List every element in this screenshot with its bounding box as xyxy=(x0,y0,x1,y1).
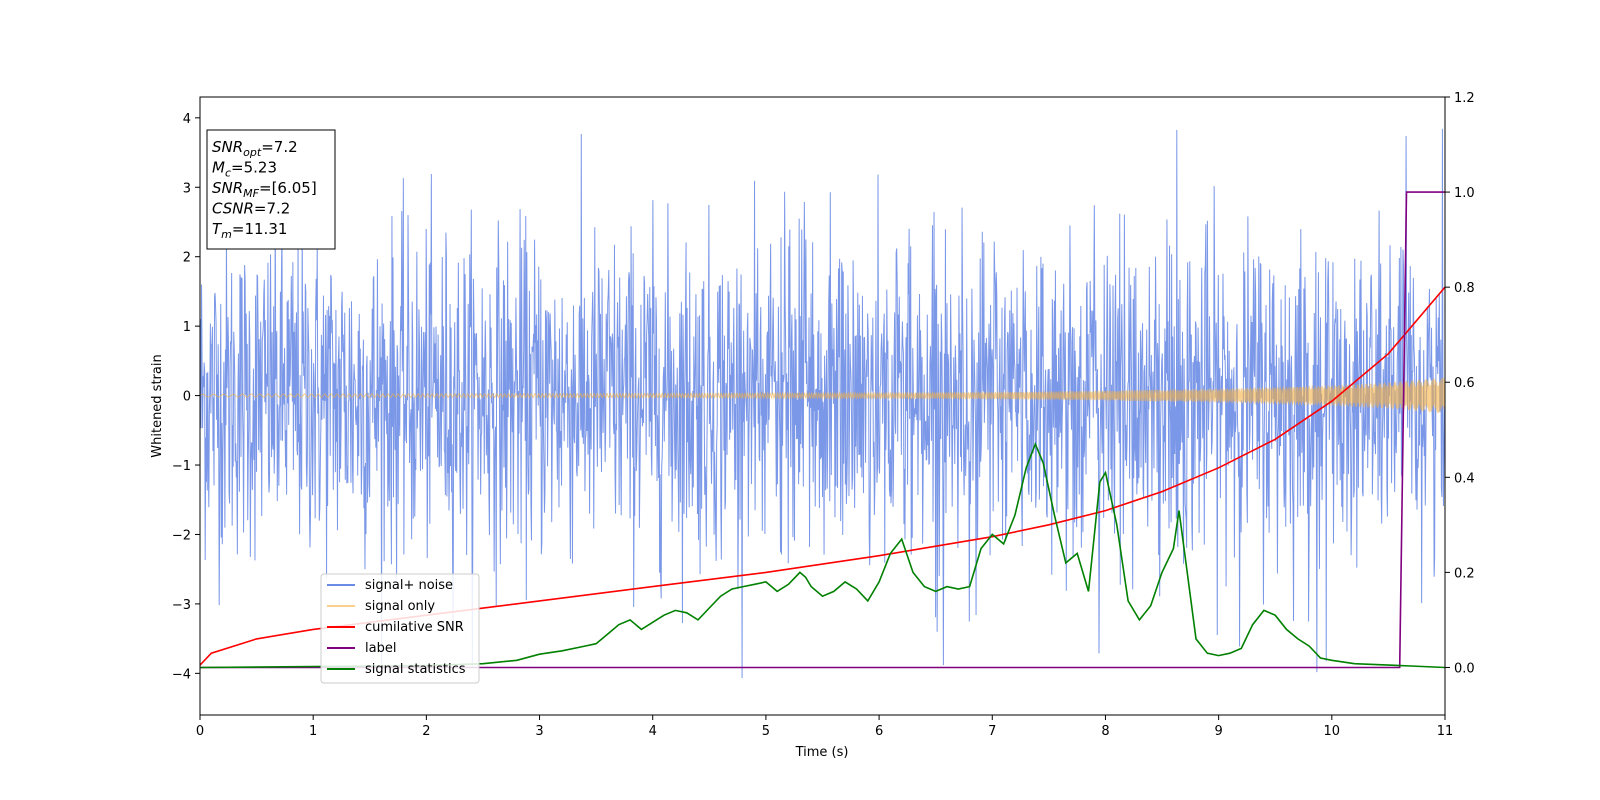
legend: signal+ noise signal only cumilative SNR la… xyxy=(320,573,480,684)
x-axis: 0 1 2 3 4 5 6 7 8 9 10 11 xyxy=(196,715,1453,739)
x-tick-label: 3 xyxy=(535,724,543,739)
x-tick-label: 0 xyxy=(196,724,204,739)
legend-label: signal only xyxy=(365,599,435,614)
x-tick-label: 5 xyxy=(762,724,770,739)
y2-tick-label: 0.0 xyxy=(1454,661,1475,676)
y-axis-left: −4 −3 −2 −1 0 1 2 3 4 xyxy=(172,112,200,682)
y-axis-right: 0.0 0.2 0.4 0.6 0.8 1.0 1.2 xyxy=(1445,91,1475,676)
signal-only-series xyxy=(200,377,1445,413)
signal-statistics-line xyxy=(200,441,1445,669)
x-axis-label: Time (s) xyxy=(795,745,849,760)
x-tick-label: 4 xyxy=(649,724,657,739)
y-tick-label: 4 xyxy=(183,112,191,127)
legend-label: label xyxy=(365,641,396,656)
x-tick-label: 9 xyxy=(1214,724,1222,739)
stat-line: Mc=5.23 xyxy=(212,159,277,180)
signal-noise-line xyxy=(200,128,1445,679)
y-tick-label: 0 xyxy=(183,390,191,405)
y2-tick-label: 0.4 xyxy=(1454,471,1475,486)
x-tick-label: 11 xyxy=(1437,724,1454,739)
y-tick-label: −3 xyxy=(172,598,191,613)
y-tick-label: 1 xyxy=(183,320,191,335)
legend-label: signal+ noise xyxy=(365,578,453,593)
cumulative-snr-line xyxy=(200,286,1445,666)
y-tick-label: −1 xyxy=(172,459,191,474)
stat-line: CSNR=7.2 xyxy=(212,200,290,218)
x-tick-label: 1 xyxy=(309,724,317,739)
y-tick-label: −2 xyxy=(172,528,191,543)
x-tick-label: 2 xyxy=(422,724,430,739)
y2-tick-label: 0.8 xyxy=(1454,281,1475,296)
x-tick-label: 10 xyxy=(1324,724,1341,739)
y-tick-label: 3 xyxy=(183,181,191,196)
x-tick-label: 6 xyxy=(875,724,883,739)
y2-tick-label: 0.2 xyxy=(1454,566,1475,581)
y2-tick-label: 1.2 xyxy=(1454,91,1475,106)
stat-line: SNRMF=[6.05] xyxy=(212,179,317,200)
y2-tick-label: 0.6 xyxy=(1454,376,1475,391)
x-tick-label: 7 xyxy=(988,724,996,739)
y-tick-label: −4 xyxy=(172,667,191,682)
right-axis-series xyxy=(200,191,1445,669)
signal-only-line xyxy=(200,377,1445,413)
stat-line: Tm=11.31 xyxy=(212,220,287,241)
y-axis-label: Whitened strain xyxy=(150,354,165,457)
legend-label: cumilative SNR xyxy=(365,620,464,635)
legend-label: signal statistics xyxy=(365,662,466,677)
plot-frame xyxy=(199,96,1446,716)
stat-line: SNRopt=7.2 xyxy=(212,138,298,159)
y-tick-label: 2 xyxy=(183,251,191,266)
label-line xyxy=(200,191,1445,669)
x-tick-label: 8 xyxy=(1101,724,1109,739)
signal-noise-series xyxy=(200,128,1445,679)
y2-tick-label: 1.0 xyxy=(1454,186,1475,201)
plot-area xyxy=(200,128,1445,679)
